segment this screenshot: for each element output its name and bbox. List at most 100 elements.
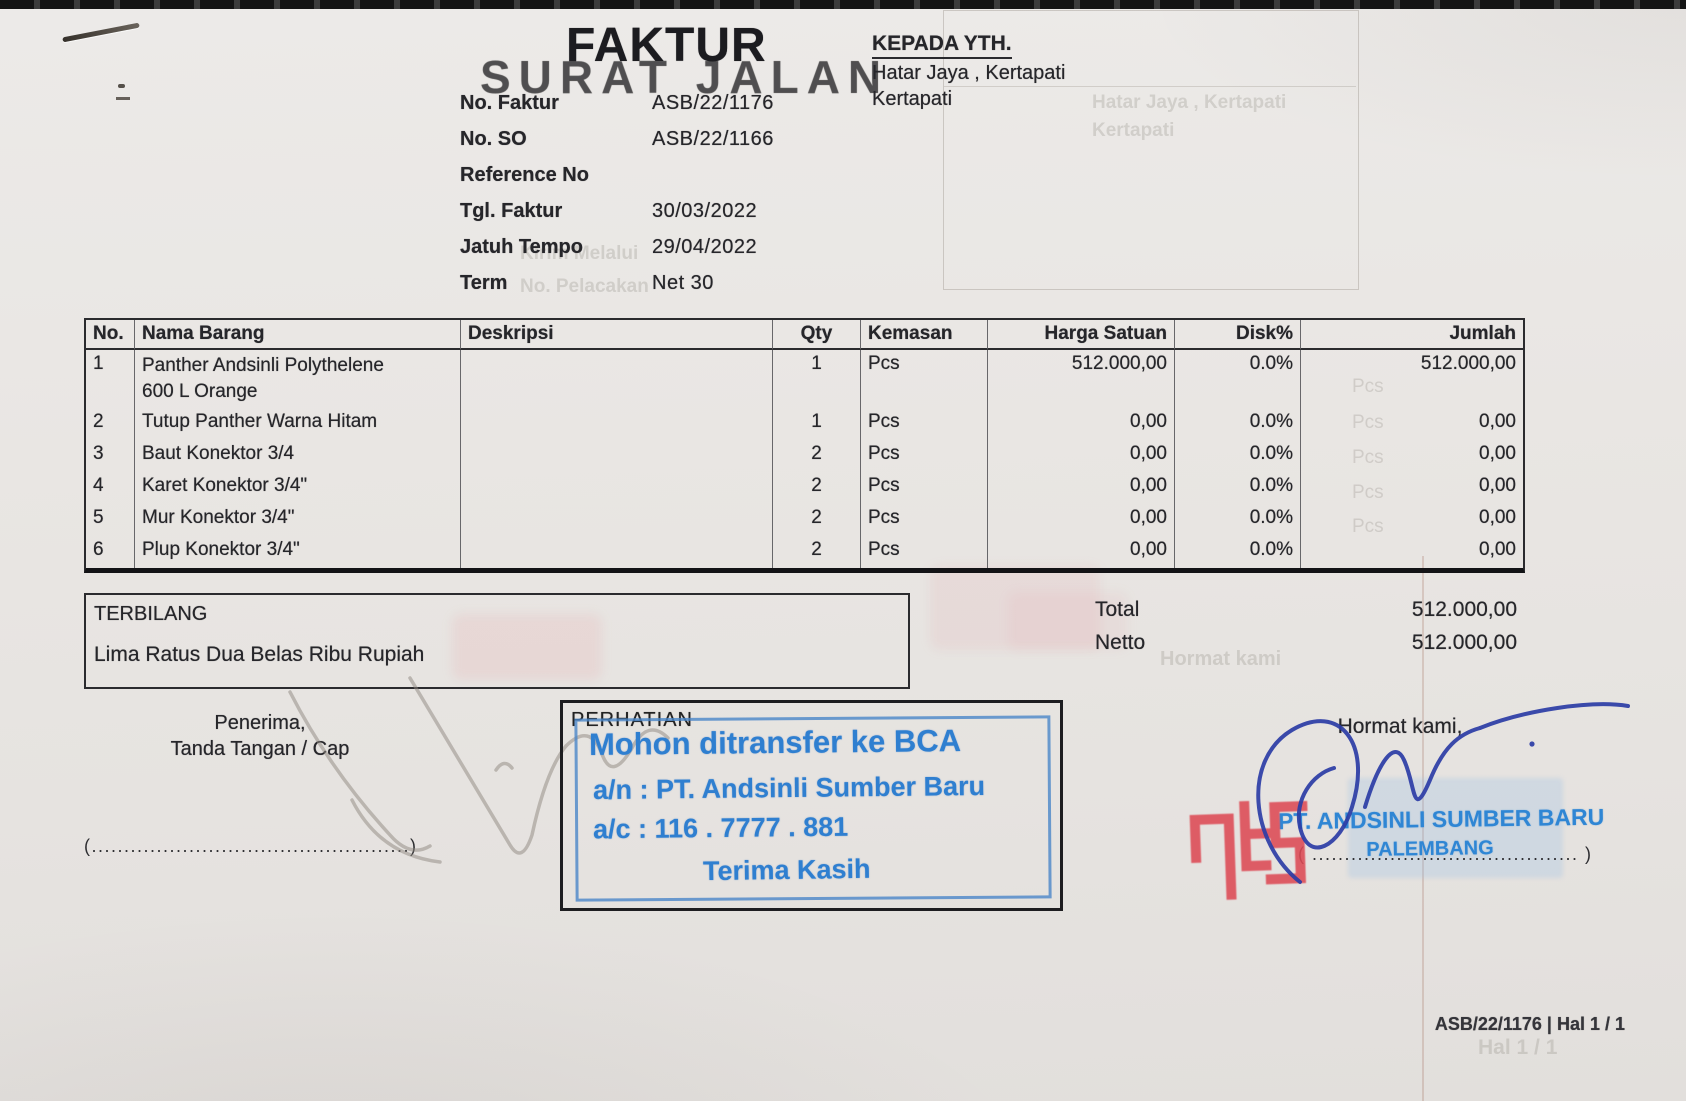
cell-kemasan: Pcs (860, 472, 987, 504)
cell-deskripsi (460, 350, 772, 408)
ghost-meta-1: Kirim Melalui (520, 243, 639, 264)
staple-dash (116, 97, 130, 100)
ghost-red-stain-3 (1008, 592, 1128, 650)
recipient-line-2: Kertapati (872, 88, 953, 110)
cell-disk: 0.0% (1174, 440, 1300, 472)
ghost-pcs-1: Pcs (1352, 376, 1384, 397)
perhatian-label: PERHATIAN (571, 709, 693, 731)
transfer-line-2: a/n : PT. Andsinli Sumber Baru (592, 770, 986, 806)
ghost-box-line (944, 86, 1356, 87)
cell-kemasan: Pcs (860, 408, 987, 440)
cell-nama: Panther Andsinli Polythelene 600 L Orang… (134, 350, 460, 408)
invoice-meta: No. Faktur ASB/22/1176 No. SO ASB/22/116… (460, 92, 880, 295)
meta-value: Net 30 (652, 272, 714, 294)
cell-harga: 0,00 (987, 408, 1174, 440)
cell-deskripsi (460, 408, 772, 440)
col-header-no: No. (86, 320, 134, 350)
hormat-kami-label: Hormat kami, (1337, 715, 1463, 738)
cell-kemasan: Pcs (860, 440, 987, 472)
cell-deskripsi (460, 472, 772, 504)
cell-harga: 0,00 (987, 504, 1174, 536)
col-header-deskripsi: Deskripsi (460, 320, 772, 350)
ghost-pcs-3: Pcs (1352, 447, 1384, 468)
terbilang-box: TERBILANG Lima Ratus Dua Belas Ribu Rupi… (84, 593, 910, 689)
right-signature-line: ( ......................................… (1298, 844, 1593, 864)
meta-label: Term (460, 272, 508, 294)
total-label: Total (1095, 598, 1140, 621)
cell-nama: Tutup Panther Warna Hitam (134, 408, 460, 440)
cell-harga: 512.000,00 (987, 350, 1174, 408)
cell-deskripsi (460, 504, 772, 536)
transfer-line-3: a/c : 116 . 7777 . 881 (592, 811, 849, 845)
cell-no: 3 (93, 443, 104, 464)
pen-signature (1256, 702, 1630, 884)
col-header-nama-barang: Nama Barang (134, 320, 460, 350)
attention-box: PERHATIAN Mohon ditransfer ke BCA a/n : … (560, 700, 1063, 911)
meta-value: 30/03/2022 (652, 200, 758, 222)
staple-dot (118, 84, 125, 88)
recipient-line-1: Hatar Jaya , Kertapati (872, 62, 1066, 84)
meta-label: Tgl. Faktur (460, 200, 563, 222)
recipient-label: KEPADA YTH. (872, 32, 1012, 59)
ghost-meta-2: No. Pelacakan (520, 276, 649, 297)
cell-disk: 0.0% (1174, 350, 1300, 408)
cell-no: 2 (93, 411, 104, 432)
document-title: FAKTUR (566, 19, 767, 72)
cell-no: 5 (93, 507, 104, 528)
cell-harga: 0,00 (987, 440, 1174, 472)
scanner-edge (0, 0, 1686, 9)
ghost-watermark: SURAT JALAN (480, 51, 890, 103)
cell-jumlah: 512.000,00 (1300, 350, 1523, 408)
footer-reference: ASB/22/1176 | Hal 1 / 1 (1434, 1014, 1625, 1034)
footer-ghost: Hal 1 / 1 (1478, 1036, 1558, 1059)
ghost-pcs-5: Pcs (1352, 516, 1384, 537)
cell-harga: 0,00 (987, 472, 1174, 504)
cell-nama: Mur Konektor 3/4" (134, 504, 460, 536)
total-value: 512.000,00 (1411, 598, 1517, 621)
ghost-hormat: Hormat kami (1160, 648, 1282, 670)
cell-nama: Baut Konektor 3/4 (134, 440, 460, 472)
ghost-red-stain-1 (452, 614, 602, 680)
cell-jumlah: 0,00 (1300, 472, 1523, 504)
ghost-recipient-2: Kertapati (1092, 120, 1175, 141)
company-stamp-backdrop (1348, 778, 1563, 878)
cell-jumlah: 0,00 (1300, 504, 1523, 536)
meta-label: No. SO (460, 128, 527, 150)
cell-deskripsi (460, 536, 772, 568)
cell-jumlah: 0,00 (1300, 440, 1523, 472)
cell-jumlah: 0,00 (1300, 536, 1523, 568)
meta-label: No. Faktur (460, 92, 559, 114)
cell-deskripsi (460, 440, 772, 472)
col-header-disk: Disk% (1174, 320, 1300, 350)
ghost-pcs-4: Pcs (1352, 482, 1384, 503)
cell-qty: 1 (772, 408, 860, 440)
cell-qty: 2 (772, 504, 860, 536)
pencil-signature (288, 676, 670, 864)
cell-qty: 2 (772, 440, 860, 472)
fold-line (1422, 556, 1424, 1101)
cell-no: 1 (93, 353, 104, 374)
cell-qty: 2 (772, 536, 860, 568)
cell-kemasan: Pcs (860, 504, 987, 536)
cell-nama: Plup Konektor 3/4" (134, 536, 460, 568)
transfer-line-4: Terima Kasih (702, 853, 871, 887)
netto-label: Netto (1095, 631, 1146, 654)
terbilang-label: TERBILANG (94, 603, 208, 625)
transfer-line-1: Mohon ditransfer ke BCA (588, 723, 962, 762)
col-header-harga-satuan: Harga Satuan (987, 320, 1174, 350)
penerima-label: Penerima, (214, 712, 306, 734)
cell-jumlah: 0,00 (1300, 408, 1523, 440)
meta-label: Reference No (460, 164, 589, 186)
tanda-tangan-label: Tanda Tangan / Cap (170, 738, 350, 760)
cell-no: 4 (93, 475, 104, 496)
meta-value: ASB/22/1166 (652, 128, 774, 150)
left-signature-line: (.......................................… (84, 836, 418, 856)
cell-kemasan: Pcs (860, 536, 987, 568)
cell-harga: 0,00 (987, 536, 1174, 568)
ghost-box (943, 10, 1359, 290)
cell-disk: 0.0% (1174, 536, 1300, 568)
meta-label: Jatuh Tempo (460, 236, 583, 258)
cell-kemasan: Pcs (860, 350, 987, 408)
cell-disk: 0.0% (1174, 408, 1300, 440)
